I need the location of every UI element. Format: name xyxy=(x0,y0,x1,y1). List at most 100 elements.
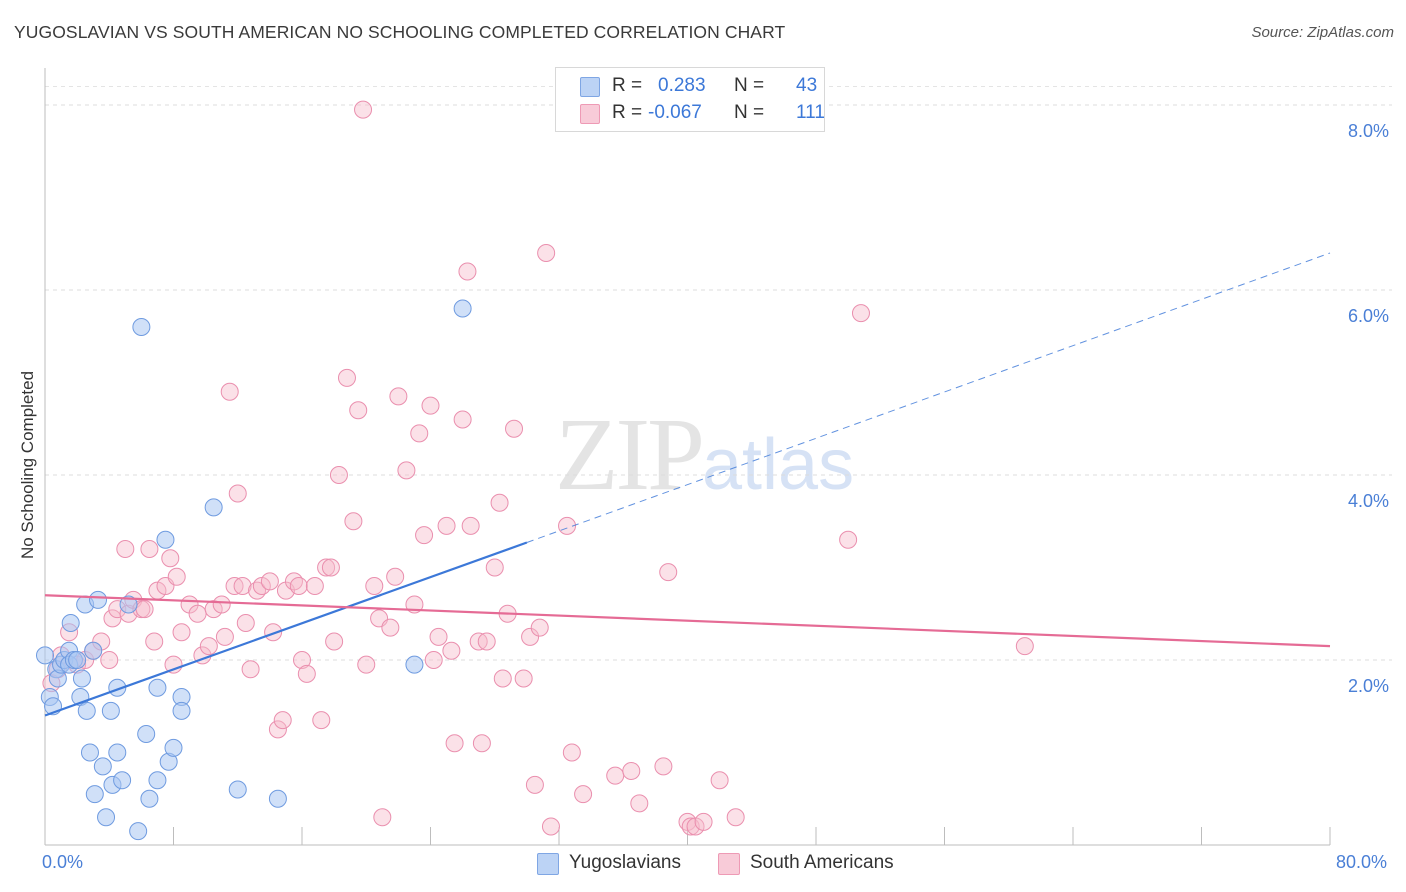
south-american-point xyxy=(397,461,416,480)
south-american-point xyxy=(325,632,344,651)
trendline-yugoslavians xyxy=(44,541,528,717)
legend-n-value: 43 xyxy=(796,75,818,96)
yugoslavian-point xyxy=(113,771,132,790)
south-american-point xyxy=(215,627,234,646)
yugoslavian-point xyxy=(172,701,191,720)
yugoslavian-point xyxy=(80,743,99,762)
south-american-point xyxy=(490,493,509,512)
yugoslavian-point xyxy=(268,789,287,808)
yugoslavian-point xyxy=(68,651,87,669)
south-american-point xyxy=(293,651,311,669)
south-american-point xyxy=(654,757,673,776)
trend-lines xyxy=(44,252,1331,717)
south-american-point xyxy=(365,577,384,595)
south-american-point xyxy=(199,637,218,656)
south-american-point xyxy=(260,572,279,591)
yugoslavians-points xyxy=(36,299,472,841)
bottom-legend-swatch-blue xyxy=(537,853,559,875)
south-american-point xyxy=(317,558,336,577)
south-american-point xyxy=(437,516,456,535)
south-american-point xyxy=(349,401,368,420)
south-american-point xyxy=(453,410,472,429)
legend-n-label: N = xyxy=(734,75,770,96)
south-american-point xyxy=(357,655,376,674)
y-axis-label: No Schooling Completed xyxy=(18,370,37,560)
chart-title: YUGOSLAVIAN VS SOUTH AMERICAN NO SCHOOLI… xyxy=(14,22,786,42)
legend-r-value: 0.283 xyxy=(658,75,706,96)
correlation-legend: R = 0.283 N = 43 R = -0.067 N = 111 xyxy=(555,67,825,132)
south-american-point xyxy=(329,466,348,484)
watermark-atlas: atlas xyxy=(702,425,855,505)
south-american-point xyxy=(694,812,713,831)
bottom-legend-label: Yugoslavians xyxy=(569,852,681,873)
yugoslavian-point xyxy=(204,498,223,517)
south-american-point xyxy=(167,567,186,586)
legend-row-south-americans: R = -0.067 N = 111 xyxy=(580,101,825,127)
yugoslavian-point xyxy=(132,318,151,336)
south-american-point xyxy=(1015,637,1034,656)
south-american-point xyxy=(514,669,533,688)
south-american-point xyxy=(344,512,363,531)
yugoslavian-point xyxy=(85,785,104,804)
yugoslavian-point xyxy=(61,614,80,632)
south-american-point xyxy=(268,720,287,739)
south-american-point xyxy=(236,614,255,632)
south-american-point xyxy=(389,387,408,406)
south-american-point xyxy=(212,595,231,614)
yugoslavian-point xyxy=(93,757,112,776)
legend-swatch-blue xyxy=(580,77,600,97)
south-american-point xyxy=(161,549,180,568)
south-american-point xyxy=(386,567,405,586)
south-american-point xyxy=(839,530,858,549)
south-american-point xyxy=(172,623,191,642)
south-american-point xyxy=(289,577,308,595)
south-american-point xyxy=(220,382,239,401)
south-american-point xyxy=(354,100,373,119)
trendline-south-americans xyxy=(44,594,1331,648)
south-american-point xyxy=(410,424,429,443)
yugoslavian-point xyxy=(101,701,120,720)
south-american-point xyxy=(241,660,260,679)
south-american-point xyxy=(477,632,496,651)
south-american-point xyxy=(188,604,207,623)
watermark: ZIPatlas xyxy=(555,395,854,514)
south-american-point xyxy=(622,762,641,780)
yugoslavian-point xyxy=(140,789,159,808)
yugoslavian-point xyxy=(89,590,108,609)
yugoslavian-point xyxy=(405,655,424,674)
y-tick-label: 6.0% xyxy=(1348,306,1390,326)
chart-source: Source: ZipAtlas.com xyxy=(1251,24,1394,41)
south-american-point xyxy=(851,304,870,323)
south-american-point xyxy=(233,577,252,595)
south-american-point xyxy=(116,540,135,558)
yugoslavian-point xyxy=(108,743,127,762)
x-tick-min: 0.0% xyxy=(42,852,84,872)
yugoslavian-point xyxy=(164,738,183,757)
south-american-point xyxy=(541,817,560,836)
yugoslavian-point xyxy=(453,299,472,318)
south-american-point xyxy=(415,526,434,545)
bottom-legend-label: South Americans xyxy=(750,852,894,873)
south-american-point xyxy=(100,651,119,669)
yugoslavian-point xyxy=(148,771,167,790)
south-american-point xyxy=(445,734,464,753)
yugoslavian-point xyxy=(148,678,167,697)
south-american-point xyxy=(273,711,292,730)
south-american-point xyxy=(485,558,504,577)
y-tick-label: 8.0% xyxy=(1348,121,1390,141)
watermark-zip: ZIP xyxy=(555,397,705,512)
south-american-point xyxy=(562,743,581,762)
south-american-point xyxy=(558,516,577,535)
south-american-point xyxy=(530,618,549,637)
legend-n-value: 111 xyxy=(796,102,825,123)
south-american-point xyxy=(493,669,512,688)
legend-n-label: N = xyxy=(734,102,770,123)
south-american-point xyxy=(381,618,400,637)
legend-r-label: R = xyxy=(612,75,648,96)
legend-swatch-pink xyxy=(580,104,600,124)
yugoslavian-point xyxy=(129,822,148,841)
south-american-point xyxy=(337,368,356,387)
south-american-point xyxy=(710,771,729,790)
south-american-point xyxy=(429,627,448,646)
south-american-point xyxy=(228,484,247,503)
